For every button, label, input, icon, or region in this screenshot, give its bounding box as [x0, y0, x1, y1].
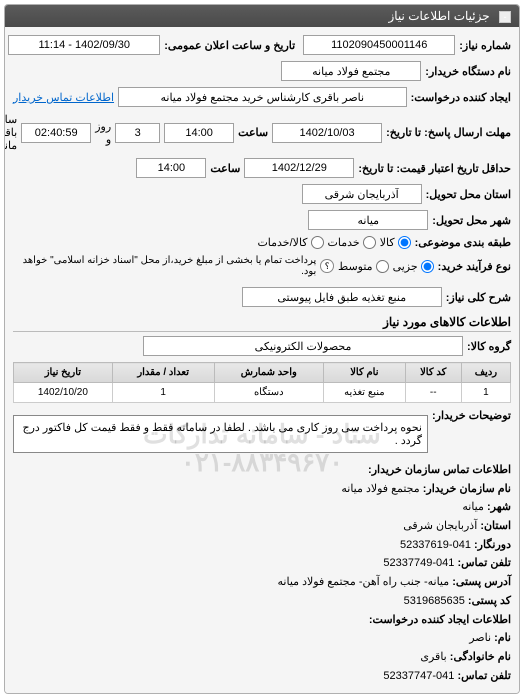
radio-kala-khadamat[interactable]: کالا/خدمات: [257, 236, 323, 249]
payment-note: پرداخت تمام یا بخشی از مبلغ خرید،از محل …: [13, 255, 316, 277]
validity-date-field[interactable]: [244, 158, 354, 178]
creator-label: ایجاد کننده درخواست:: [411, 91, 511, 104]
th-qty: تعداد / مقدار: [112, 363, 214, 383]
time-label-2: ساعت: [210, 162, 240, 175]
need-no-field[interactable]: [303, 35, 455, 55]
deadline-label: مهلت ارسال پاسخ: تا تاریخ:: [386, 126, 511, 139]
items-section-title: اطلاعات کالاهای مورد نیاز: [13, 315, 511, 332]
panel-title: جزئیات اطلاعات نیاز: [388, 9, 489, 23]
contact-header: اطلاعات تماس سازمان خریدار:: [368, 464, 511, 476]
desc-field[interactable]: [242, 287, 442, 307]
deadline-time-field[interactable]: [164, 123, 234, 143]
td-qty: 1: [112, 383, 214, 403]
th-name: نام کالا: [324, 363, 406, 383]
category-label: طبقه بندی موضوعی:: [415, 236, 511, 249]
remain-days-label: روز و: [95, 120, 111, 146]
city-label: شهر محل تحویل:: [432, 214, 511, 227]
help-icon[interactable]: ؟: [320, 259, 334, 273]
buyer-note-label: توضیحات خریدار:: [432, 409, 511, 422]
announce-field[interactable]: [8, 35, 160, 55]
td-date: 1402/10/20: [14, 383, 113, 403]
city-field[interactable]: [308, 210, 428, 230]
buyer-note-text: نحوه پرداخت سی روز کاری می باشد . لطفا د…: [13, 415, 428, 453]
remain-time-field: [21, 123, 91, 143]
panel-header: - جزئیات اطلاعات نیاز: [5, 5, 519, 27]
th-date: تاریخ نیاز: [14, 363, 113, 383]
announce-label: تاریخ و ساعت اعلان عمومی:: [164, 39, 295, 52]
group-label: گروه کالا:: [467, 340, 511, 353]
province-label: استان محل تحویل:: [426, 188, 511, 201]
need-details-panel: - جزئیات اطلاعات نیاز شماره نیاز: تاریخ …: [4, 4, 520, 694]
td-idx: 1: [461, 383, 510, 403]
desc-label: شرح کلی نیاز:: [446, 291, 511, 304]
deadline-date-field[interactable]: [272, 123, 382, 143]
creator-contact-header: اطلاعات ایجاد کننده درخواست:: [369, 614, 511, 626]
buyer-contact-link[interactable]: اطلاعات تماس خریدار: [13, 91, 114, 104]
payment-type-label: نوع فرآیند خرید:: [438, 260, 511, 273]
group-field[interactable]: [143, 336, 463, 356]
radio-khadamat[interactable]: خدمات: [328, 236, 376, 249]
radio-motavasset[interactable]: متوسط: [338, 260, 389, 273]
validity-time-field[interactable]: [136, 158, 206, 178]
buyer-org-label: نام دستگاه خریدار:: [425, 65, 511, 78]
time-label-1: ساعت: [238, 126, 268, 139]
th-idx: ردیف: [461, 363, 510, 383]
validity-label: حداقل تاریخ اعتبار قیمت: تا تاریخ:: [358, 162, 511, 175]
province-field[interactable]: [302, 184, 422, 204]
need-no-label: شماره نیاز:: [459, 39, 511, 52]
creator-field[interactable]: [118, 87, 407, 107]
panel-body: شماره نیاز: تاریخ و ساعت اعلان عمومی: نا…: [5, 27, 519, 693]
th-code: کد کالا: [405, 363, 461, 383]
remain-days-field: [115, 123, 160, 143]
items-table: ردیف کد کالا نام کالا واحد شمارش تعداد /…: [13, 362, 511, 403]
table-row[interactable]: 1 -- منبع تغذیه دستگاه 1 1402/10/20: [14, 383, 511, 403]
buyer-org-field[interactable]: [281, 61, 421, 81]
collapse-icon[interactable]: -: [499, 11, 511, 23]
td-name: منبع تغذیه: [324, 383, 406, 403]
remain-time-label: ساعت باقی مانده: [4, 113, 17, 152]
td-code: --: [405, 383, 461, 403]
radio-kala[interactable]: کالا: [380, 236, 411, 249]
td-unit: دستگاه: [214, 383, 324, 403]
radio-jozi[interactable]: جزیی: [393, 260, 434, 273]
th-unit: واحد شمارش: [214, 363, 324, 383]
contact-block: اطلاعات تماس سازمان خریدار: نام سازمان خ…: [13, 461, 511, 685]
